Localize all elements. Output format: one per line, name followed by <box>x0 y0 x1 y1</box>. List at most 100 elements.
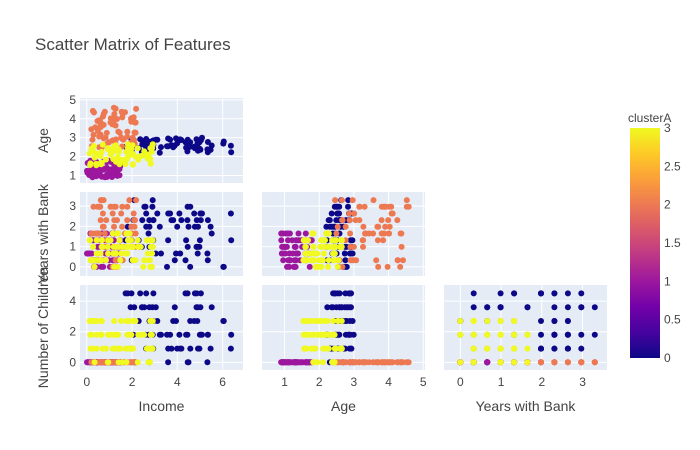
data-point <box>380 203 387 210</box>
data-point <box>578 290 585 297</box>
data-point <box>171 257 178 264</box>
data-point <box>311 345 318 352</box>
data-point <box>141 257 148 264</box>
data-point <box>97 318 104 324</box>
data-point <box>109 230 116 237</box>
data-point <box>320 345 327 352</box>
data-point <box>104 243 111 250</box>
data-point <box>98 237 105 244</box>
data-point <box>339 217 346 224</box>
data-point <box>347 230 354 237</box>
data-point <box>187 345 194 352</box>
data-point <box>110 243 117 250</box>
data-point <box>338 197 345 204</box>
data-point <box>197 290 204 297</box>
data-point <box>125 318 132 324</box>
data-point <box>90 345 97 352</box>
data-point <box>97 160 104 167</box>
data-point <box>143 223 150 230</box>
data-point <box>289 250 296 257</box>
data-point <box>334 210 341 217</box>
data-point <box>187 203 194 210</box>
data-point <box>204 359 211 366</box>
colorbar-tick-label: 3 <box>664 121 671 135</box>
data-point <box>329 359 335 366</box>
y-tick-label: 5 <box>69 93 76 107</box>
y-tick-label: 4 <box>69 294 76 308</box>
data-point <box>134 359 141 366</box>
data-point <box>524 304 531 311</box>
data-point <box>86 250 93 257</box>
data-point <box>578 304 585 311</box>
data-point <box>150 217 157 224</box>
data-point <box>497 304 504 311</box>
x-tick-label: 6 <box>219 375 226 389</box>
data-point <box>398 230 405 237</box>
data-point <box>132 230 139 237</box>
data-point <box>193 243 200 250</box>
data-point <box>109 149 116 155</box>
data-point <box>137 290 144 297</box>
data-point <box>125 237 132 244</box>
data-point <box>373 257 380 264</box>
data-point <box>348 304 354 311</box>
data-point <box>314 263 321 270</box>
data-point <box>302 237 309 244</box>
data-point <box>457 331 464 338</box>
panel-income-vs-age: 1 2 3 4 5 <box>69 93 243 183</box>
data-point <box>351 210 358 217</box>
data-point <box>147 318 154 324</box>
data-point <box>338 243 345 250</box>
data-point <box>278 230 285 237</box>
data-point <box>297 359 304 366</box>
data-point <box>196 237 203 244</box>
data-point <box>115 148 122 155</box>
data-point <box>174 345 181 352</box>
data-point <box>338 345 345 352</box>
panel-age-vs-number-of-children: 1 2 3 4 5 <box>262 285 427 389</box>
data-point <box>591 331 598 338</box>
data-point <box>109 174 115 180</box>
data-point <box>345 197 352 204</box>
data-point <box>164 331 170 338</box>
data-point <box>538 345 544 352</box>
data-point <box>470 290 477 297</box>
data-point <box>363 230 370 237</box>
data-point <box>208 304 215 311</box>
data-point <box>330 257 337 264</box>
data-point <box>156 149 163 156</box>
y-axis-title: Age <box>35 128 51 153</box>
data-point <box>524 331 531 338</box>
data-point <box>143 210 150 217</box>
data-point <box>170 217 177 224</box>
data-point <box>320 250 327 257</box>
data-point <box>185 140 192 147</box>
data-point <box>320 359 326 366</box>
data-point <box>93 160 100 167</box>
data-point <box>147 331 154 338</box>
data-point <box>164 263 170 270</box>
data-point <box>306 263 313 270</box>
data-point <box>564 318 571 324</box>
data-point <box>302 230 309 237</box>
data-point <box>165 359 172 366</box>
data-point <box>170 318 177 324</box>
data-point <box>111 143 118 150</box>
data-point <box>87 162 94 168</box>
data-point <box>176 331 183 338</box>
data-point <box>154 136 161 143</box>
data-point <box>183 331 190 338</box>
data-point <box>101 230 108 237</box>
data-point <box>285 237 291 244</box>
data-point <box>564 290 571 297</box>
data-point <box>347 250 354 257</box>
colorbar-tick-label: 0.5 <box>664 313 681 327</box>
data-point <box>118 210 125 217</box>
data-point <box>497 359 504 366</box>
data-point <box>119 203 126 210</box>
data-point <box>115 331 122 338</box>
data-point <box>497 345 504 352</box>
data-point <box>109 137 116 144</box>
data-point <box>374 359 381 366</box>
data-point <box>97 118 104 125</box>
